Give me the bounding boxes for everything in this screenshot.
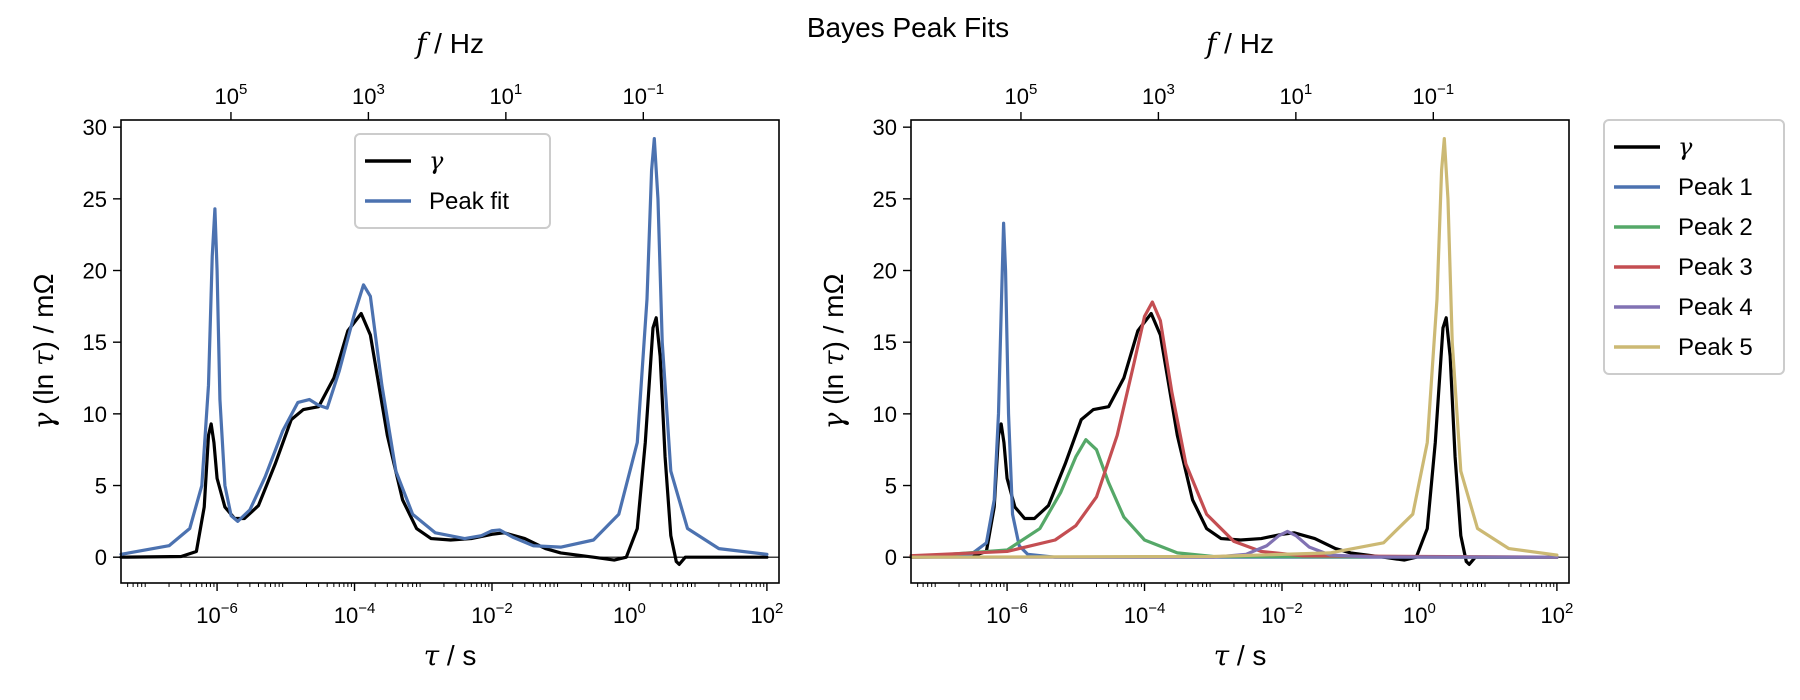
- legend-label: Peak 1: [1678, 174, 1753, 201]
- series-line-1: [909, 221, 1559, 559]
- x-tick-label: 10−6: [196, 600, 238, 628]
- series-line-5: [909, 137, 1559, 559]
- legend-label: γ: [1678, 133, 1693, 161]
- top-tick-label: 105: [215, 81, 248, 109]
- x-tick-label: 10−2: [1261, 600, 1303, 628]
- top-tick-label: 105: [1005, 81, 1038, 109]
- top-tick-label: 103: [1142, 81, 1175, 109]
- top-axis-label: f / Hz: [1204, 27, 1274, 60]
- y-tick-label: 10: [873, 402, 897, 427]
- x-tick-label: 102: [1540, 600, 1573, 628]
- legend: γ Peak 1 Peak 2 Peak 3 Peak 4 Peak 5: [1603, 119, 1785, 375]
- y-tick-label: 0: [885, 545, 897, 570]
- y-tick-label: 30: [83, 115, 107, 140]
- legend-label: Peak 2: [1678, 214, 1753, 241]
- legend-label: Peak 5: [1678, 334, 1753, 361]
- x-axis-label: τ / s: [424, 639, 477, 672]
- top-tick-label: 103: [352, 81, 385, 109]
- series-line-1: [119, 137, 769, 556]
- right-chart: 0 5 10 15 20 25 30 10−6 10−4 10−2 100 102 105 103 101 1…: [817, 27, 1785, 672]
- y-tick-label: 5: [885, 474, 897, 499]
- x-tick-label: 10−4: [1124, 600, 1166, 628]
- legend-box: [1603, 119, 1785, 375]
- plot-frame: [120, 119, 780, 584]
- x-tick-label: 100: [1403, 600, 1436, 628]
- x-tick-label: 102: [750, 600, 783, 628]
- y-tick-label: 0: [95, 545, 107, 570]
- legend-box: [354, 133, 551, 229]
- legend-label: Peak 4: [1678, 294, 1753, 321]
- y-tick-label: 25: [873, 187, 897, 212]
- top-tick-label: 101: [1279, 81, 1312, 109]
- x-tick-label: 10−4: [334, 600, 376, 628]
- y-axis-label: γ (ln τ) / mΩ: [817, 274, 850, 430]
- series-line-0: [119, 311, 769, 566]
- legend: γ Peak fit: [354, 133, 551, 229]
- y-tick-label: 15: [873, 330, 897, 355]
- y-axis-label: γ (ln τ) / mΩ: [27, 274, 60, 430]
- y-tick-label: 30: [873, 115, 897, 140]
- series-line-2: [909, 438, 1559, 559]
- y-tick-label: 5: [95, 474, 107, 499]
- x-axis-label: τ / s: [1214, 639, 1267, 672]
- y-tick-label: 15: [83, 330, 107, 355]
- x-tick-label: 10−2: [471, 600, 513, 628]
- left-chart: 0 5 10 15 20 25 30 10−6 10−4 10−2 100 102 105 103 101 1…: [27, 27, 783, 672]
- figure-title: Bayes Peak Fits: [807, 12, 1009, 43]
- plot-frame: [910, 119, 1570, 584]
- y-tick-label: 20: [873, 259, 897, 284]
- x-tick-label: 100: [613, 600, 646, 628]
- legend-label: Peak 3: [1678, 254, 1753, 281]
- top-tick-label: 101: [489, 81, 522, 109]
- top-axis-label: f / Hz: [414, 27, 484, 60]
- x-tick-label: 10−6: [986, 600, 1028, 628]
- legend-label: γ: [429, 147, 444, 175]
- legend-label: Peak fit: [429, 188, 509, 215]
- top-tick-label: 10−1: [1413, 81, 1455, 109]
- top-tick-label: 10−1: [623, 81, 665, 109]
- y-tick-label: 20: [83, 259, 107, 284]
- y-tick-label: 25: [83, 187, 107, 212]
- series-line-3: [909, 300, 1559, 559]
- y-tick-label: 10: [83, 402, 107, 427]
